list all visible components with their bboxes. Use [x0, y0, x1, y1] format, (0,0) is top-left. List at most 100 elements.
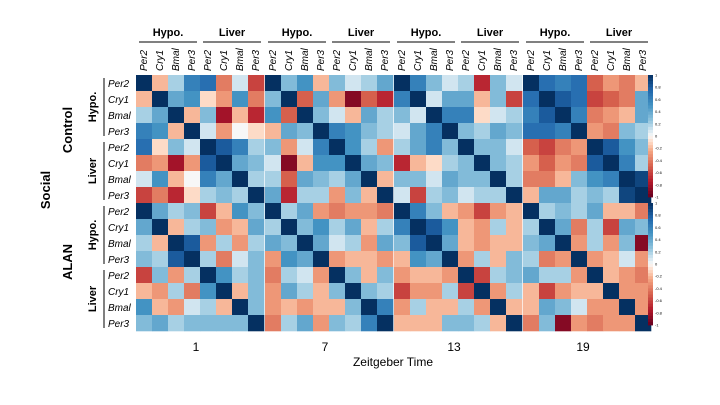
heatmap-cell — [313, 139, 330, 156]
gene-column-label: Per3 — [445, 49, 456, 71]
heatmap-cell — [184, 283, 201, 300]
heatmap-cell — [248, 155, 265, 172]
heatmap-cell — [474, 251, 491, 268]
heatmap-cell — [377, 251, 394, 268]
gene-column-label: Bmal — [622, 47, 633, 71]
heatmap-cell — [458, 299, 475, 316]
gene-column-label: Cry1 — [348, 50, 359, 71]
heatmap-cell — [426, 283, 443, 300]
heatmap-cell — [265, 315, 282, 332]
colorbar-segment — [648, 288, 653, 292]
colorbar-segment — [648, 87, 653, 91]
heatmap-cell — [603, 139, 620, 156]
heatmap-cell — [506, 219, 523, 236]
heatmap-cell — [539, 107, 556, 124]
heatmap-cell — [248, 299, 265, 316]
heatmap-cell — [345, 155, 362, 172]
heatmap-cell — [248, 187, 265, 204]
heatmap-cell — [442, 299, 459, 316]
heatmap-cell — [426, 251, 443, 268]
heatmap-cell — [265, 187, 282, 204]
colorbar-tick-label: -0.8 — [655, 310, 663, 315]
gene-row-label: Cry1 — [108, 159, 129, 170]
heatmap-cell — [635, 315, 652, 332]
colorbar-tick-label: -0.4 — [655, 158, 663, 163]
heatmap-cell — [248, 171, 265, 188]
colorbar-segment — [648, 111, 653, 116]
gene-row-label: Per3 — [108, 255, 130, 266]
heatmap-cell — [136, 251, 153, 268]
heatmap-cell — [152, 315, 169, 332]
heatmap-cell — [571, 139, 588, 156]
gene-row-label: Per3 — [108, 191, 130, 202]
control-label: Control — [60, 107, 75, 153]
colorbar-segment — [648, 233, 653, 237]
heatmap-cell — [232, 267, 249, 284]
gene-row-label: Cry1 — [108, 223, 129, 234]
heatmap-cell — [200, 171, 217, 188]
heatmap-cell — [329, 187, 346, 204]
heatmap-cell — [506, 283, 523, 300]
gene-column-label: Cry1 — [606, 50, 617, 71]
heatmap-cell — [555, 251, 572, 268]
heatmap-cell — [539, 203, 556, 220]
heatmap-cell — [635, 91, 652, 108]
heatmap-cell — [619, 139, 636, 156]
heatmap-cell — [232, 299, 249, 316]
heatmap-cell — [345, 91, 362, 108]
heatmap-cell — [571, 299, 588, 316]
heatmap-cell — [200, 299, 217, 316]
heatmap-cell — [523, 283, 540, 300]
heatmap-cell — [329, 155, 346, 172]
colorbar-segment — [648, 291, 653, 295]
heatmap-cell — [216, 283, 233, 300]
heatmap-cell — [426, 123, 443, 140]
heatmap-cell — [216, 267, 233, 284]
heatmap-cell — [410, 299, 427, 316]
heatmap-cell — [168, 299, 185, 316]
heatmap-cell — [442, 283, 459, 300]
heatmap-cell — [523, 155, 540, 172]
heatmap-cell — [603, 155, 620, 172]
heatmap-cell — [506, 299, 523, 316]
heatmap-cell — [571, 187, 588, 204]
heatmap-cell — [426, 91, 443, 108]
heatmap-cell — [152, 251, 169, 268]
heatmap-cell — [635, 219, 652, 236]
heatmap-cell — [523, 171, 540, 188]
heatmap-cell — [619, 267, 636, 284]
heatmap-cell — [377, 107, 394, 124]
heatmap-cell — [136, 219, 153, 236]
gene-column-label: Bmal — [171, 47, 182, 71]
heatmap-cell — [619, 75, 636, 92]
heatmap-cell — [619, 283, 636, 300]
heatmap-cell — [619, 171, 636, 188]
heatmap-cell — [490, 155, 507, 172]
heatmap-cell — [329, 203, 346, 220]
heatmap-cell — [168, 203, 185, 220]
heatmap-cell — [474, 107, 491, 124]
gene-row-label: Bmal — [108, 303, 132, 314]
gene-column-label: Per2 — [526, 49, 537, 71]
heatmap-cell — [136, 299, 153, 316]
heatmap-cell — [458, 155, 475, 172]
heatmap-cell — [168, 91, 185, 108]
gene-column-label: Per2 — [590, 49, 601, 71]
heatmap-cell — [539, 123, 556, 140]
heatmap-cell — [506, 139, 523, 156]
colorbar-segment — [648, 312, 653, 317]
heatmap-cell — [136, 123, 153, 140]
heatmap-cell — [345, 235, 362, 252]
heatmap-cell — [603, 171, 620, 188]
heatmap-cell — [297, 283, 314, 300]
heatmap-cell — [523, 299, 540, 316]
heatmap-cell — [200, 75, 217, 92]
heatmap-cell — [635, 203, 652, 220]
heatmap-cell — [136, 267, 153, 284]
heatmap-cell — [168, 107, 185, 124]
heatmap-cell — [265, 267, 282, 284]
heatmap-cell — [571, 267, 588, 284]
heatmap-cell — [555, 299, 572, 316]
heatmap-cell — [377, 91, 394, 108]
column-group-label: Liver — [219, 27, 246, 39]
